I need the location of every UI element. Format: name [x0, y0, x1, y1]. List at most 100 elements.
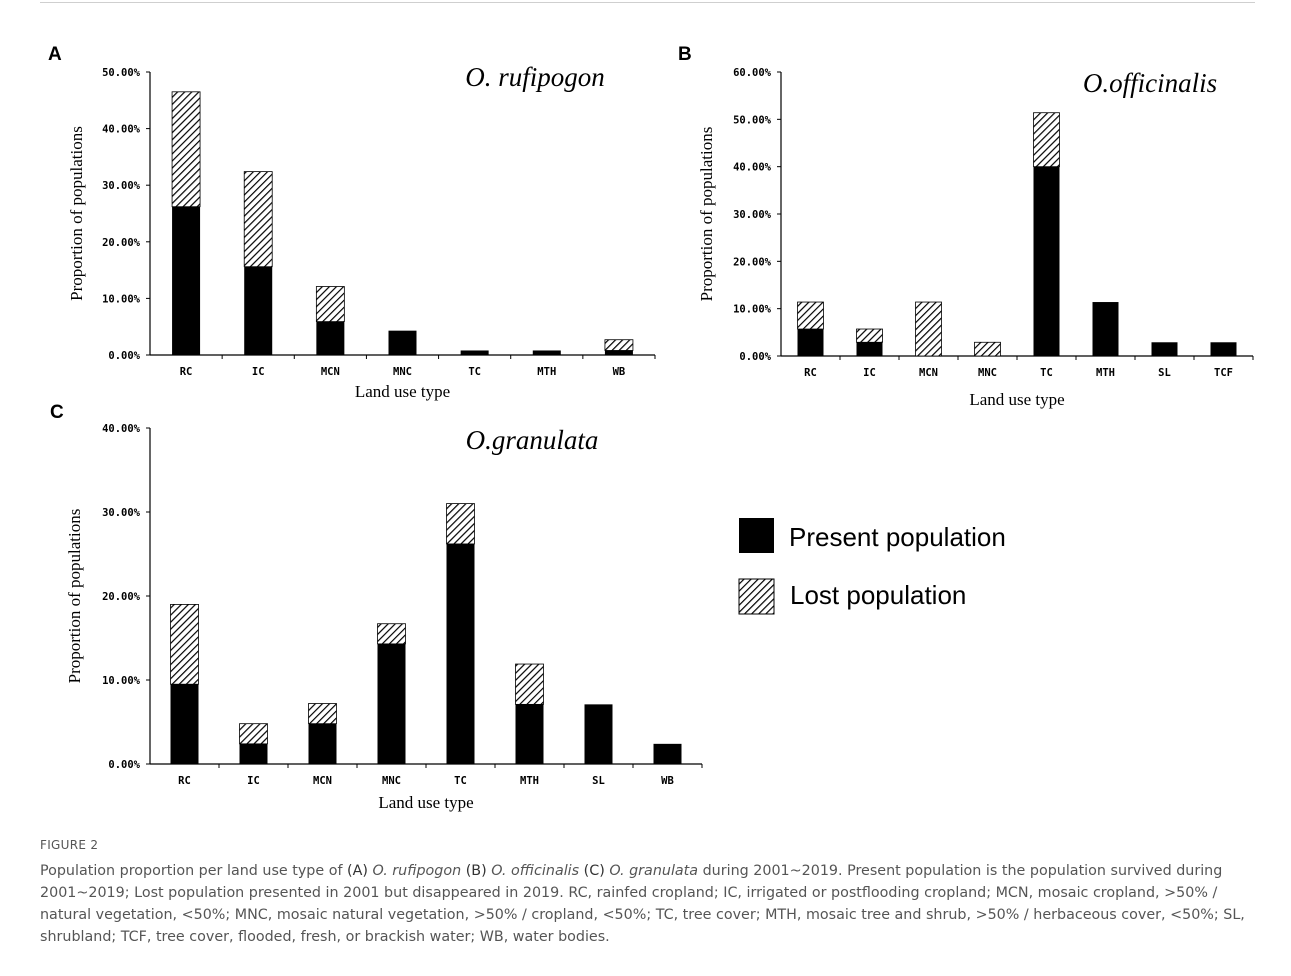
bar-present-mcn: [308, 723, 337, 764]
caption-name-b: O. officinalis: [491, 863, 580, 879]
x-tick-label-wb: WB: [613, 366, 626, 378]
figure-label: FIGURE 2: [40, 838, 99, 852]
caption-pre: Population proportion per land use type …: [40, 863, 348, 879]
bar-present-rc: [172, 206, 201, 355]
x-tick-label-ic: IC: [863, 367, 876, 379]
x-tick-label-sl: SL: [1158, 367, 1171, 379]
figure-caption: Population proportion per land use type …: [40, 860, 1255, 948]
y-axis-label: Proportion of populations: [697, 127, 716, 302]
x-tick-label-tcf: TCF: [1214, 367, 1233, 379]
x-tick-label-mcn: MCN: [313, 775, 332, 787]
y-tick-label: 40.00%: [102, 124, 141, 136]
y-tick-label: 0.00%: [108, 759, 140, 771]
x-tick-label-rc: RC: [180, 366, 193, 378]
x-tick-label-rc: RC: [178, 775, 191, 787]
bar-lost-ic: [856, 328, 883, 343]
x-tick-label-tc: TC: [468, 366, 481, 378]
bar-lost-mth: [515, 663, 544, 705]
x-tick-label-rc: RC: [804, 367, 817, 379]
bar-present-rc: [170, 684, 199, 764]
bar-present-mcn: [316, 321, 345, 355]
x-tick-label-tc: TC: [454, 775, 467, 787]
chart-title: O. rufipogon: [465, 62, 605, 92]
x-axis-label: Land use type: [969, 390, 1064, 409]
bar-lost-rc: [170, 604, 199, 685]
y-tick-label: 30.00%: [102, 507, 141, 519]
bar-lost-ic: [239, 723, 268, 745]
bar-lost-mnc: [974, 341, 1001, 357]
bar-lost-mcn: [315, 286, 345, 323]
bar-lost-mnc: [377, 623, 406, 645]
panel-label-b: B: [678, 44, 692, 65]
legend-lost-label: Lost population: [790, 580, 966, 610]
bar-present-rc: [797, 329, 824, 356]
y-tick-label: 10.00%: [102, 675, 141, 687]
bar-lost-tc: [1033, 112, 1060, 168]
x-tick-label-ic: IC: [252, 366, 265, 378]
bar-present-tc: [446, 543, 475, 764]
legend-present-label: Present population: [789, 522, 1006, 552]
top-rule: [40, 2, 1255, 3]
caption-tag-c: (C): [583, 863, 605, 879]
panel-label-a: A: [48, 44, 62, 65]
y-tick-label: 10.00%: [102, 293, 141, 305]
y-tick-label: 10.00%: [733, 304, 772, 316]
y-tick-label: 40.00%: [733, 162, 772, 174]
y-tick-label: 0.00%: [739, 351, 771, 363]
y-tick-label: 20.00%: [102, 237, 141, 249]
x-axis-label: Land use type: [378, 793, 473, 812]
chart-panel-b: B O.officinalis 0.00% 10.00% 20.00% 30.00% 40.…: [678, 44, 1254, 409]
x-tick-label-mth: MTH: [1096, 367, 1115, 379]
bar-lost-rc: [171, 91, 201, 208]
bar-lost-mcn: [915, 301, 942, 357]
bar-present-mnc: [377, 643, 406, 764]
caption-tag-b: (B): [465, 863, 487, 879]
bar-present-wb: [653, 743, 682, 764]
legend-lost-swatch: [738, 578, 775, 615]
chart-title: O.officinalis: [1083, 68, 1217, 98]
bar-present-mth: [1092, 302, 1119, 356]
x-tick-label-mnc: MNC: [393, 366, 412, 378]
figure-svg: A O. rufipogon 0.00% 10.00% 20.00% 30.00% 40.0…: [48, 44, 1254, 812]
x-tick-label-mnc: MNC: [382, 775, 401, 787]
y-axis-label: Proportion of populations: [67, 126, 86, 301]
y-tick-label: 50.00%: [733, 114, 772, 126]
chart-panel-c: C O.granulata 0.00% 10.00% 20.00% 30.00% 40.00…: [50, 402, 703, 812]
caption-name-a: O. rufipogon: [372, 863, 462, 879]
bar-present-mth: [532, 350, 561, 355]
chart-panel-a: A O. rufipogon 0.00% 10.00% 20.00% 30.00% 40.0…: [48, 44, 656, 401]
bar-present-mth: [515, 704, 544, 764]
x-tick-label-wb: WB: [661, 775, 674, 787]
caption-tag-a: (A): [347, 863, 368, 879]
y-tick-label: 20.00%: [102, 591, 141, 603]
y-tick-label: 50.00%: [102, 67, 141, 79]
bar-present-tc: [460, 350, 489, 355]
x-tick-label-mcn: MCN: [919, 367, 938, 379]
bar-lost-rc: [797, 301, 824, 330]
bar-present-tcf: [1210, 342, 1237, 356]
bar-lost-mcn: [308, 703, 337, 725]
y-tick-label: 0.00%: [108, 350, 140, 362]
legend: Present population Lost population: [738, 518, 1006, 615]
bar-present-wb: [604, 350, 633, 355]
panel-label-c: C: [50, 402, 64, 423]
x-tick-label-mth: MTH: [520, 775, 539, 787]
caption-name-c: O. granulata: [609, 863, 699, 879]
bar-present-ic: [244, 266, 273, 355]
x-tick-label-sl: SL: [592, 775, 605, 787]
y-axis-label: Proportion of populations: [65, 509, 84, 684]
legend-present-swatch: [739, 518, 774, 553]
caption-post: during 2001~2019. Present population is …: [40, 863, 1245, 945]
x-tick-label-mnc: MNC: [978, 367, 997, 379]
y-tick-label: 60.00%: [733, 67, 772, 79]
bar-present-sl: [584, 704, 613, 764]
bar-present-ic: [856, 342, 883, 356]
bar-lost-ic: [243, 171, 273, 268]
caption-block: FIGURE 2 Population proportion per land …: [40, 838, 1255, 948]
x-tick-label-tc: TC: [1040, 367, 1053, 379]
bar-lost-tc: [446, 503, 475, 545]
bar-present-ic: [239, 743, 268, 764]
bar-lost-wb: [604, 339, 634, 351]
bar-present-sl: [1151, 342, 1178, 356]
x-tick-label-ic: IC: [247, 775, 260, 787]
